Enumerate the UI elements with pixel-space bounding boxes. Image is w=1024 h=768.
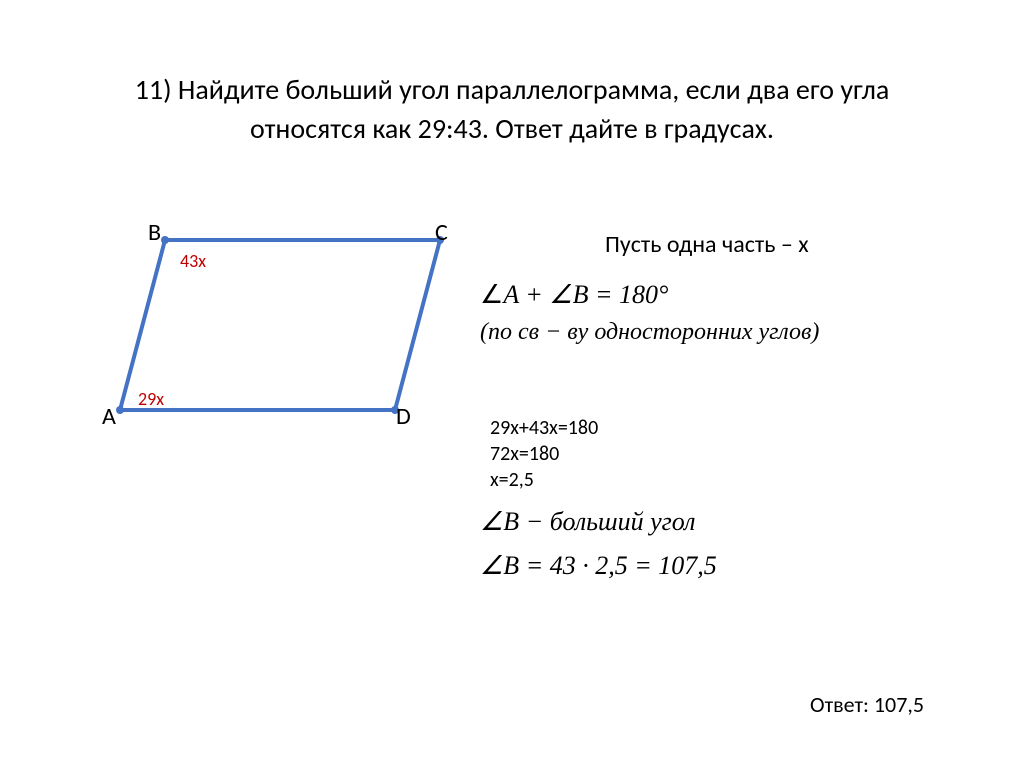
vertex-label-b: B [148, 218, 161, 247]
arithmetic-steps: 29x+43x=180 72x=180 x=2,5 [490, 415, 598, 493]
equation-1-body: A + ∠B = 180° [503, 280, 668, 309]
slide: 11) Найдите больший угол параллелограмма… [0, 0, 1024, 768]
problem-title: 11) Найдите больший угол параллелограмма… [80, 70, 944, 148]
angle-label-bottom: 29x [138, 388, 164, 410]
angle-label-top: 43x [180, 250, 206, 272]
step-3: x=2,5 [490, 467, 598, 493]
equation-2: (по св − ву односторонних углов) [480, 314, 1000, 350]
vertex-label-c: C [435, 218, 448, 247]
vertex-label-a: A [102, 402, 116, 431]
vertex-dot-b [161, 236, 169, 244]
equation-4: ∠B = 43 · 2,5 = 107,5 [480, 544, 717, 588]
edge-ab [120, 240, 165, 410]
equation-1: ∠A + ∠B = 180° [480, 275, 1000, 314]
angle-symbol: ∠ [480, 280, 503, 309]
edge-cd [395, 240, 440, 410]
conclusion-block: ∠B − больший угол ∠B = 43 · 2,5 = 107,5 [480, 500, 717, 588]
answer-label: Ответ: 107,5 [810, 691, 924, 718]
vertex-dot-a [116, 406, 124, 414]
parallelogram-figure: B C A D 43x 29x [90, 210, 460, 450]
vertex-label-d: D [396, 402, 411, 431]
intro-text: Пусть одна часть – х [605, 230, 1000, 259]
step-2: 72x=180 [490, 441, 598, 467]
solution-column: Пусть одна часть – х ∠A + ∠B = 180° (по … [480, 230, 1000, 350]
equation-3: ∠B − больший угол [480, 500, 717, 544]
step-1: 29x+43x=180 [490, 415, 598, 441]
